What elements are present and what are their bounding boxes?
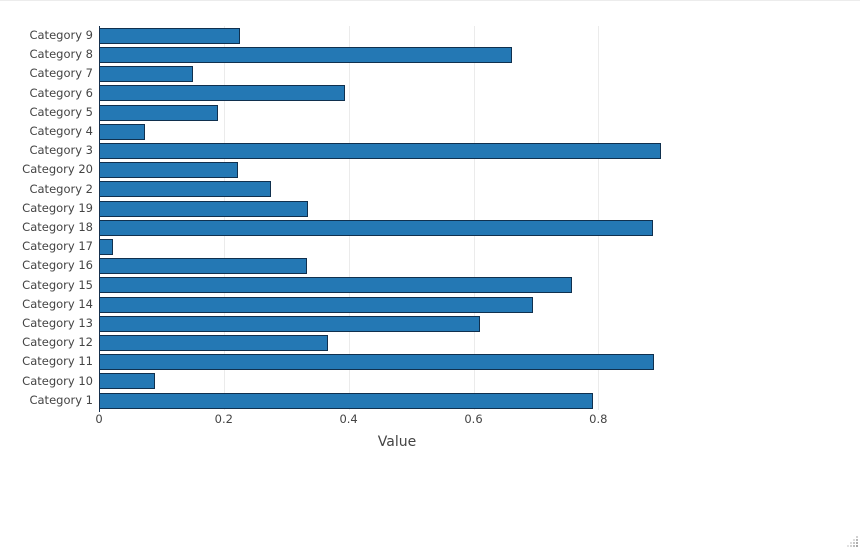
bar-category-3[interactable] (99, 143, 661, 159)
bar-category-10[interactable] (99, 373, 155, 390)
x-tick-label: 0 (95, 412, 103, 426)
y-tick-label: Category 7 (29, 66, 93, 81)
bar-category-13[interactable] (99, 315, 480, 332)
gridline (598, 26, 600, 410)
bar-category-7[interactable] (99, 66, 193, 83)
y-tick-label: Category 8 (29, 47, 93, 62)
y-tick-label: Category 11 (22, 354, 93, 369)
y-tick-label: Category 20 (22, 162, 93, 177)
y-tick-label: Category 9 (29, 28, 93, 42)
bar-category-12[interactable] (99, 335, 328, 351)
y-tick-label: Category 6 (29, 85, 93, 100)
y-tick-label: Category 15 (22, 277, 93, 292)
bar-category-20[interactable] (99, 162, 238, 179)
bar-category-19[interactable] (99, 200, 308, 217)
y-tick-label: Category 1 (29, 392, 93, 407)
gridline (348, 26, 350, 410)
resize-grip-dots (847, 536, 858, 547)
bar-category-1[interactable] (99, 392, 593, 409)
bar-category-15[interactable] (99, 277, 572, 294)
x-tick-label: 0.6 (464, 412, 483, 426)
gridline (473, 26, 475, 410)
bar-category-17[interactable] (99, 239, 113, 255)
resize-grip-icon[interactable] (846, 533, 859, 547)
y-tick-label: Category 18 (22, 220, 93, 234)
bar-category-2[interactable] (99, 181, 271, 198)
y-tick-label: Category 2 (29, 181, 93, 196)
y-tick-label: Category 13 (22, 316, 93, 330)
y-tick-label: Category 3 (29, 143, 93, 158)
plot-area (99, 26, 695, 412)
bar-category-16[interactable] (99, 258, 307, 275)
gridline (223, 26, 225, 410)
bar-category-5[interactable] (99, 104, 218, 121)
x-tick-label: 0.2 (214, 412, 233, 426)
y-tick-label: Category 14 (22, 296, 93, 311)
x-tick-label: 0.4 (339, 412, 358, 426)
bar-category-9[interactable] (99, 27, 240, 44)
y-tick-label: Category 10 (22, 373, 93, 388)
x-axis-ticks: 0 0.2 0.4 0.6 0.8 (95, 412, 695, 428)
y-tick-label: Category 16 (22, 258, 93, 273)
y-tick-label: Category 12 (22, 335, 93, 350)
y-tick-label: Category 17 (22, 239, 93, 254)
bar-category-4[interactable] (99, 123, 145, 140)
x-axis-title: Value (377, 434, 417, 450)
bar-category-14[interactable] (99, 296, 533, 313)
y-axis-labels: Category 9 Category 8 Category 7 Category 6… (0, 26, 95, 410)
y-tick-label: Category 19 (22, 200, 93, 215)
y-tick-label: Category 5 (29, 104, 93, 119)
bar-category-18[interactable] (99, 219, 653, 236)
bar-category-11[interactable] (99, 354, 654, 371)
bar-category-6[interactable] (99, 85, 345, 102)
x-tick-label: 0.8 (589, 412, 608, 426)
y-tick-label: Category 4 (29, 124, 93, 138)
y-axis-zeroline (99, 26, 100, 412)
bar-category-8[interactable] (99, 47, 512, 63)
